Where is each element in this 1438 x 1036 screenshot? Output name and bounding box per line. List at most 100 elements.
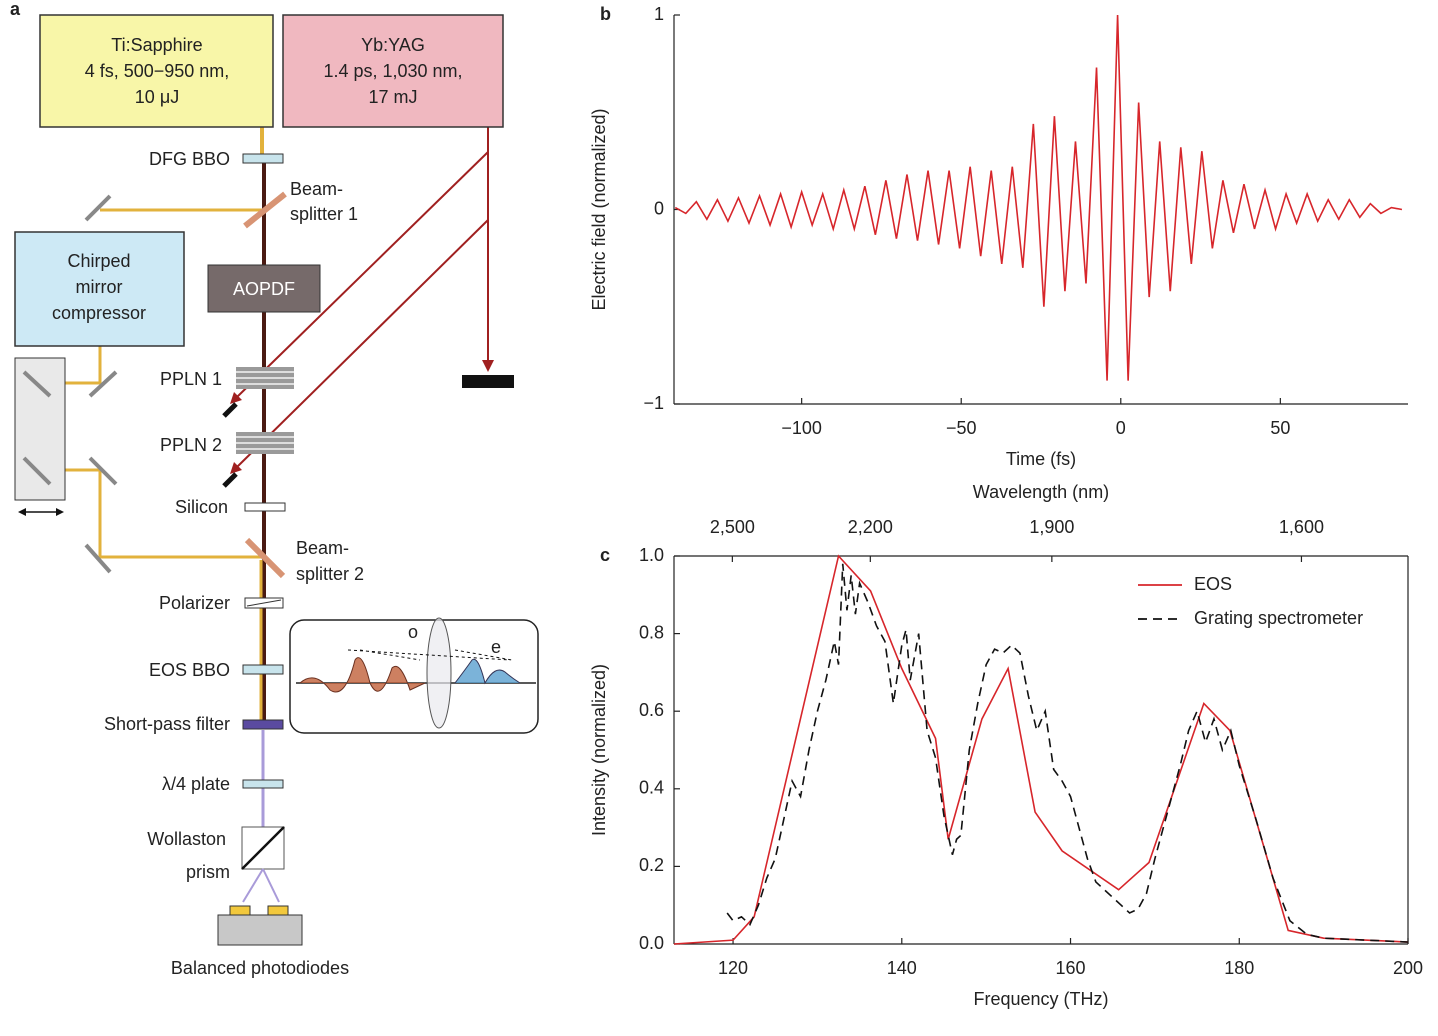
x2-tick-label: 1,600 — [1279, 517, 1324, 537]
legend-label: EOS — [1194, 574, 1232, 594]
component-label: PPLN 2 — [160, 435, 222, 455]
compressor-label: compressor — [52, 303, 146, 323]
crystal — [242, 153, 284, 164]
component-label: Wollaston — [147, 829, 226, 849]
aopdf-box — [207, 264, 321, 313]
compressor-box — [14, 231, 185, 347]
photodiode — [267, 905, 289, 916]
beam-dump — [222, 472, 238, 488]
component-label: prism — [186, 862, 230, 882]
beam — [235, 219, 489, 469]
y-tick-label: 0.6 — [639, 700, 664, 720]
arrowhead — [230, 392, 242, 404]
inset-pulse — [299, 657, 426, 693]
arrowhead — [482, 360, 494, 372]
x-tick-label: −100 — [781, 418, 822, 438]
x-axis-label: Frequency (THz) — [973, 989, 1108, 1009]
source-label: Ti:Sapphire — [111, 35, 202, 55]
detector-base — [217, 914, 303, 946]
beamsplitter — [243, 191, 287, 229]
compressor-label: Chirped — [67, 251, 130, 271]
data-line — [673, 554, 1409, 945]
component-label: Beam- — [296, 538, 349, 558]
y-tick-label: 1.0 — [639, 545, 664, 565]
panel-label: b — [600, 4, 611, 24]
panel-label: c — [600, 545, 610, 565]
panel-label: a — [10, 0, 21, 19]
beam-dump — [222, 402, 238, 418]
component-label: λ/4 plate — [162, 774, 230, 794]
x-tick-label: 50 — [1270, 418, 1290, 438]
source-label: 17 mJ — [368, 87, 417, 107]
y-axis-label: Electric field (normalized) — [589, 108, 609, 310]
inset-pulse — [454, 658, 521, 685]
y-tick-label: −1 — [643, 393, 664, 413]
x-tick-label: 140 — [887, 958, 917, 978]
mirror — [88, 370, 118, 398]
beam — [242, 868, 264, 903]
arrowhead — [56, 508, 64, 516]
source-label: 4 fs, 500−950 nm, — [85, 61, 230, 81]
x-tick-label: 200 — [1393, 958, 1423, 978]
beam — [262, 868, 280, 903]
component-label: Polarizer — [159, 593, 230, 613]
inset-label: e — [491, 637, 501, 657]
ppln-stripes — [236, 371, 294, 450]
beam-dump — [462, 375, 514, 388]
x-tick-label: 160 — [1056, 958, 1086, 978]
arrowhead — [230, 462, 242, 474]
inset — [289, 619, 539, 734]
setup-diagram: a Ti:Sapphire 4 fs, 500−950 nm, 10 μJ Yb… — [10, 0, 539, 978]
waveplate — [242, 779, 284, 789]
y-tick-label: 0.0 — [639, 933, 664, 953]
data-line — [674, 14, 1403, 381]
x2-axis-label: Wavelength (nm) — [973, 482, 1109, 502]
mirror — [22, 456, 52, 486]
component-label: Silicon — [175, 497, 228, 517]
beamsplitter — [244, 537, 286, 579]
component-label: Beam- — [290, 179, 343, 199]
data-line — [726, 563, 1409, 943]
y-tick-label: 0 — [654, 198, 664, 218]
y-tick-label: 0.2 — [639, 855, 664, 875]
x-tick-label: 120 — [718, 958, 748, 978]
y-axis-label: Intensity (normalized) — [589, 664, 609, 836]
component-label: DFG BBO — [149, 149, 230, 169]
inset-crystal — [426, 617, 452, 729]
x-tick-label: −50 — [946, 418, 977, 438]
legend-label: Grating spectrometer — [1194, 608, 1363, 628]
silicon-plate — [244, 502, 286, 512]
source-label: Yb:YAG — [361, 35, 425, 55]
mirror — [88, 456, 118, 486]
source-box — [39, 14, 274, 128]
y-tick-label: 1 — [654, 4, 664, 24]
x-tick-label: 0 — [1116, 418, 1126, 438]
prism-interface — [241, 826, 285, 870]
delay-stage — [14, 357, 66, 501]
beam — [235, 151, 489, 399]
inset-vectors — [347, 649, 513, 661]
x2-tick-label: 2,200 — [848, 517, 893, 537]
beam — [38, 346, 262, 559]
mirror — [84, 194, 112, 222]
compressor-label: mirror — [76, 277, 123, 297]
mirror — [22, 370, 52, 398]
component-label: splitter 1 — [290, 204, 358, 224]
component-label: splitter 2 — [296, 564, 364, 584]
polarizer-edge — [246, 599, 282, 607]
inset-label: o — [408, 622, 418, 642]
component-label: Balanced photodiodes — [171, 958, 349, 978]
crystal — [242, 664, 284, 675]
x-axis-label: Time (fs) — [1006, 449, 1076, 469]
filter — [242, 719, 284, 730]
source-box — [282, 14, 504, 128]
y-tick-label: 0.8 — [639, 622, 664, 642]
x-tick-label: 180 — [1224, 958, 1254, 978]
source-label: 10 μJ — [135, 87, 179, 107]
x2-tick-label: 1,900 — [1029, 517, 1074, 537]
x2-tick-label: 2,500 — [710, 517, 755, 537]
photodiode — [229, 905, 251, 916]
aopdf-label: AOPDF — [233, 279, 295, 299]
mirror — [84, 543, 112, 574]
